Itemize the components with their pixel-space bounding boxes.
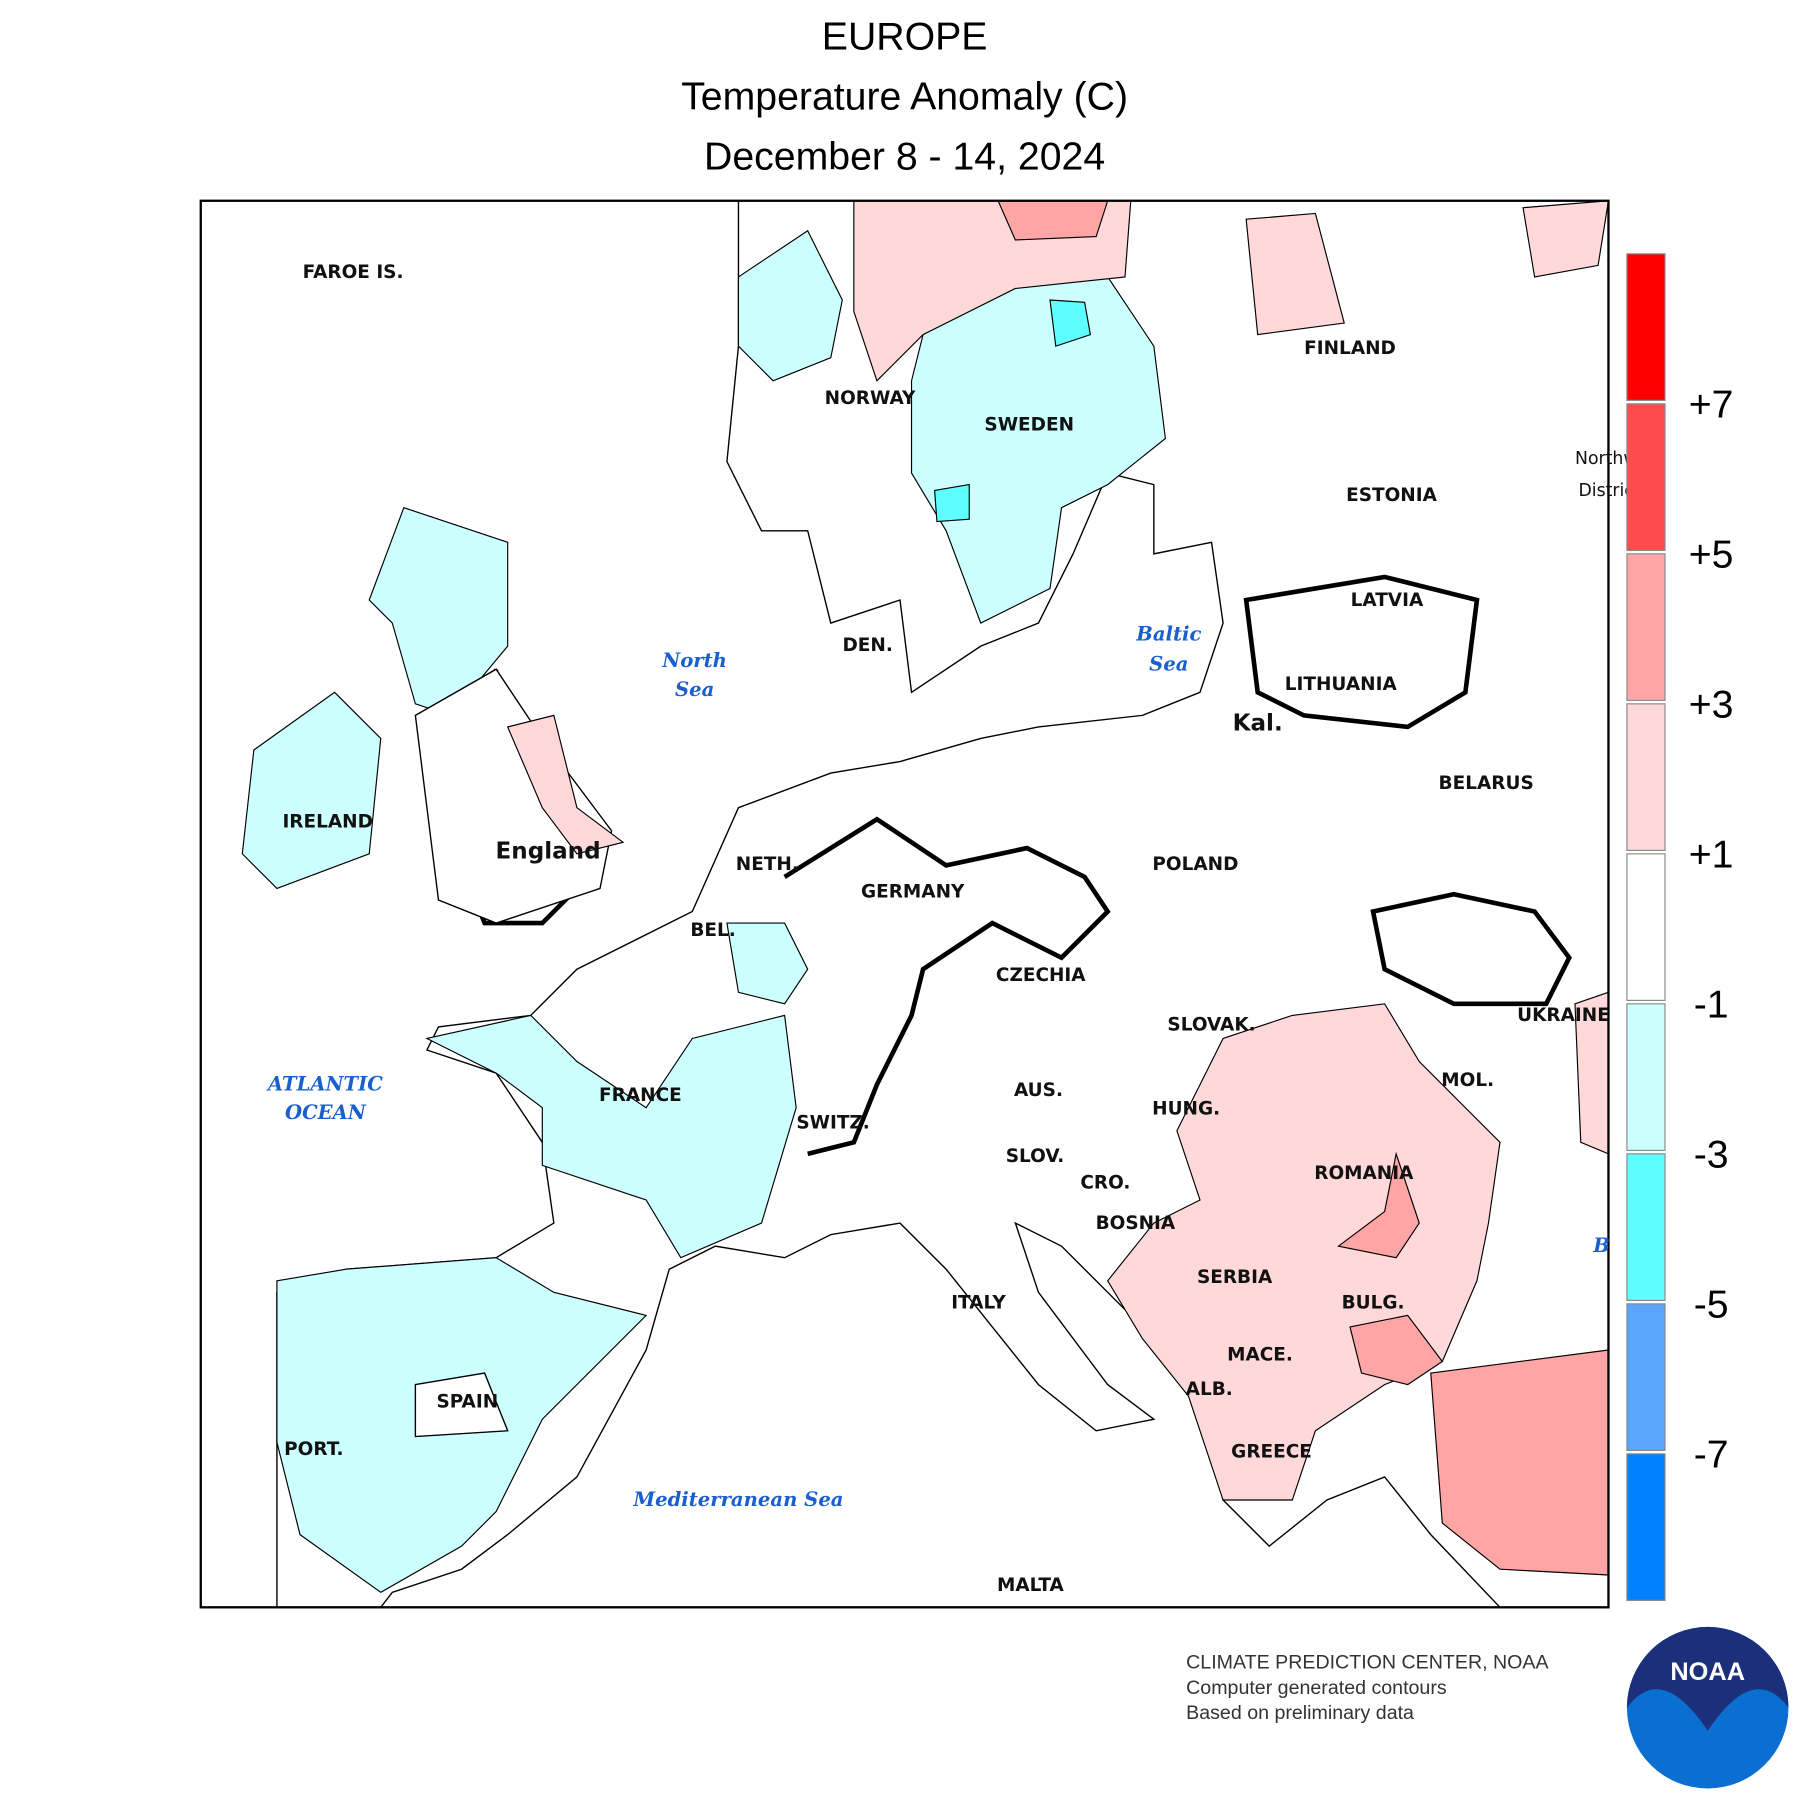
- legend-swatch: [1626, 853, 1666, 1001]
- land: [414, 668, 613, 924]
- country-label: BOSNIA: [1096, 1213, 1176, 1234]
- country-label: NORWAY: [825, 388, 916, 409]
- subtitle: Temperature Anomaly (C): [681, 75, 1128, 119]
- title: EUROPE: [822, 15, 988, 59]
- anomaly-area: [1349, 1314, 1444, 1386]
- anomaly-area: [1245, 212, 1345, 336]
- footer-line: CLIMATE PREDICTION CENTER, NOAA: [1186, 1651, 1549, 1673]
- footer-line: Computer generated contours: [1186, 1677, 1447, 1699]
- country-label: SWITZ.: [796, 1112, 870, 1133]
- legend-swatch: [1626, 1453, 1666, 1601]
- noaa-logo: NOAA: [1626, 1626, 1789, 1789]
- footer-line: Based on preliminary data: [1186, 1702, 1414, 1724]
- sea-label: Baltic: [1135, 622, 1201, 645]
- country-label: ESTONIA: [1346, 485, 1437, 506]
- anomaly-area: [853, 200, 1132, 382]
- legend-label: +5: [1689, 533, 1734, 577]
- legend-swatch: [1626, 1003, 1666, 1151]
- anomaly-area: [997, 200, 1109, 241]
- country-label: LITHUANIA: [1285, 674, 1398, 695]
- anomaly-area: [1049, 299, 1092, 347]
- legend-swatch: [1626, 703, 1666, 851]
- sea-label: OCEAN: [285, 1101, 367, 1124]
- legend-swatch: [1626, 1303, 1666, 1451]
- legend-label: -1: [1694, 983, 1729, 1027]
- country-label: GREECE: [1231, 1441, 1312, 1462]
- logo-top: [1626, 1626, 1789, 1731]
- country-label: MACE.: [1227, 1344, 1293, 1365]
- country-label: NETH.: [736, 854, 799, 875]
- country-label: Kal.: [1233, 710, 1283, 736]
- country-label: FRANCE: [599, 1085, 682, 1106]
- legend: +7 +5 +3 +1 -1 -3 -5 -7: [1626, 253, 1734, 1601]
- country-label: LATVIA: [1351, 590, 1424, 611]
- anomaly-area: [1430, 1349, 1609, 1576]
- country-label: SPAIN: [436, 1392, 498, 1413]
- contour: [1370, 891, 1572, 1007]
- country-label: UKRAINE: [1517, 1005, 1610, 1026]
- map: FAROE IS. NORWAY SWEDEN FINLAND ESTONIA LATVI…: [199, 199, 1664, 1609]
- anomaly-area: [726, 922, 809, 1005]
- country-label: GERMANY: [861, 882, 965, 903]
- anomaly-area: [425, 1014, 797, 1259]
- country-label: MOL.: [1441, 1070, 1494, 1091]
- country-label: SERBIA: [1197, 1267, 1273, 1288]
- anomaly-area: [737, 229, 843, 382]
- sea-label: ATLANTIC: [266, 1072, 383, 1095]
- sea-label: Mediterranean Sea: [632, 1488, 843, 1511]
- country-label: PORT.: [284, 1439, 343, 1460]
- country-label: BELARUS: [1439, 773, 1534, 794]
- anomaly-area: [1522, 200, 1609, 278]
- sea-label: North: [661, 649, 727, 672]
- country-label: England: [496, 838, 601, 864]
- anomaly-area: [934, 483, 970, 523]
- legend-label: -7: [1694, 1433, 1729, 1477]
- legend-swatch: [1626, 553, 1666, 701]
- logo-text: NOAA: [1670, 1658, 1745, 1686]
- contour: [783, 816, 1111, 1157]
- date: December 8 - 14, 2024: [704, 135, 1105, 179]
- sea-label: Sea: [1149, 652, 1188, 675]
- country-label: ROMANIA: [1314, 1163, 1414, 1184]
- country-label: FINLAND: [1304, 338, 1396, 359]
- country-label: ITALY: [951, 1292, 1006, 1313]
- contour: [1243, 574, 1480, 730]
- country-label: SLOV.: [1006, 1146, 1065, 1167]
- legend-label: +3: [1689, 683, 1734, 727]
- country-label: BULG.: [1342, 1292, 1405, 1313]
- country-label: DEN.: [842, 635, 892, 656]
- anomaly-area: [1337, 1151, 1420, 1259]
- map-frame: [199, 199, 1610, 1609]
- anomaly-area: [1574, 991, 1609, 1155]
- legend-label: +7: [1689, 383, 1734, 427]
- land: [414, 1372, 509, 1438]
- country-label: SLOVAK.: [1167, 1014, 1255, 1035]
- country-label: CZECHIA: [996, 965, 1086, 986]
- country-label: MALTA: [997, 1575, 1065, 1596]
- country-label: ALB.: [1186, 1379, 1233, 1400]
- anomaly-area: [241, 691, 382, 890]
- legend-swatch: [1626, 1153, 1666, 1301]
- country-label: CRO.: [1080, 1172, 1130, 1193]
- country-label: SWEDEN: [984, 414, 1074, 435]
- country-label: BEL.: [690, 920, 735, 941]
- legend-label: -3: [1694, 1133, 1729, 1177]
- sea-label: B: [1592, 1234, 1610, 1257]
- country-label: POLAND: [1152, 854, 1238, 875]
- country-label: AUS.: [1014, 1080, 1063, 1101]
- country-label: FAROE IS.: [303, 262, 404, 283]
- legend-label: +1: [1689, 833, 1734, 877]
- country-label: District: [1578, 481, 1640, 501]
- legend-swatch: [1626, 403, 1666, 551]
- country-label: IRELAND: [282, 811, 372, 832]
- country-label: HUNG.: [1152, 1099, 1220, 1120]
- legend-label: -5: [1694, 1283, 1729, 1327]
- sea-label: Sea: [675, 678, 714, 701]
- anomaly-area: [506, 714, 625, 855]
- legend-swatch: [1626, 253, 1666, 401]
